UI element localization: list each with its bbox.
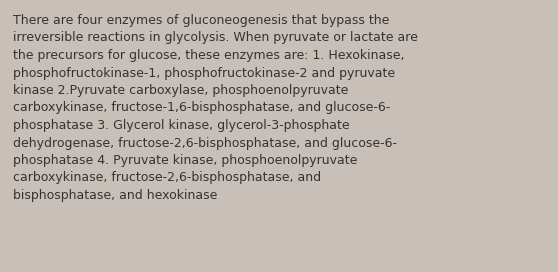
Text: There are four enzymes of gluconeogenesis that bypass the
irreversible reactions: There are four enzymes of gluconeogenesi…	[13, 14, 418, 202]
